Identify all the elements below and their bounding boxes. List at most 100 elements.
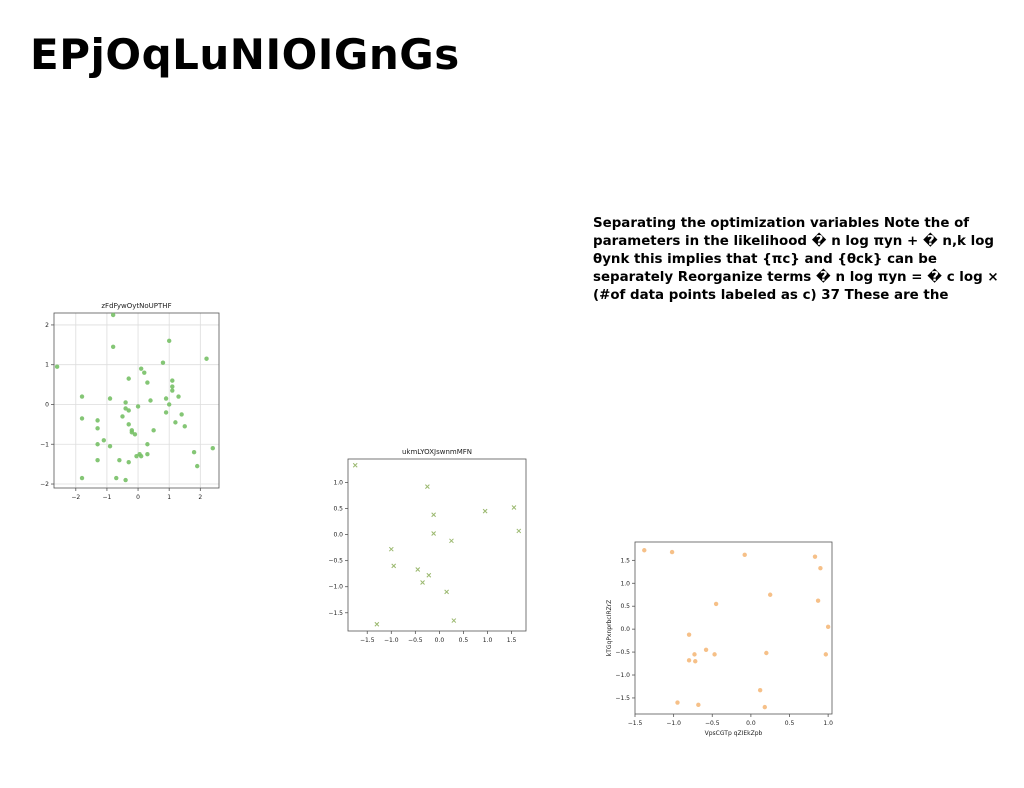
data-point [425, 484, 430, 489]
data-point-stroke [374, 621, 380, 627]
y-tick-label: −0.5 [615, 649, 630, 656]
scatter-chart-x-markers: −1.5 −1.0 −0.5 0.0 0.5 1.0 1.5 −1.5 −1.0 −0.5 0.0 0… [328, 448, 527, 644]
x-tick-label: −2 [71, 494, 80, 501]
y-tick-label: −1.5 [615, 695, 630, 702]
data-point-stroke [516, 528, 522, 534]
y-tick-label: 2 [45, 322, 49, 329]
data-point [54, 364, 60, 369]
data-point [388, 546, 394, 552]
x-tick-label: −1.0 [384, 637, 399, 644]
data-point [818, 565, 823, 571]
x-tick-label: −1 [102, 494, 111, 501]
data-point [79, 394, 85, 399]
scatter-chart-orange: −1.5 −1.0 −0.5 0.0 0.5 1.0 −1.5 −1.0 −0.5 0.0 0.5 1… [606, 541, 833, 737]
x-tick-label: 0.5 [459, 637, 469, 644]
y-tick-label: 1.5 [620, 557, 630, 564]
data-point [145, 442, 150, 447]
data-point [757, 687, 763, 693]
data-point [126, 376, 131, 381]
y-tick-label: 0.0 [620, 626, 630, 633]
data-point [426, 572, 432, 578]
data-point [762, 704, 767, 710]
data-point [210, 446, 215, 451]
data-point [120, 414, 125, 419]
data-point [815, 598, 821, 603]
data-point [812, 554, 818, 559]
y-tick-label: −1.5 [328, 610, 343, 617]
data-point [692, 652, 697, 657]
data-point-stroke [451, 618, 457, 623]
x-tick-label: −0.5 [705, 720, 720, 727]
data-point [516, 528, 522, 534]
data-point [449, 538, 454, 544]
data-point [163, 396, 169, 401]
data-point [101, 438, 107, 443]
data-point [374, 621, 380, 627]
data-point [825, 624, 831, 630]
data-point [482, 508, 488, 514]
data-point [123, 400, 128, 405]
scatter-chart-green: −2 −1 0 1 2 −2 −1 0 1 2 zFdFywOytNoUPTHF [40, 302, 220, 501]
data-point [95, 457, 100, 463]
y-tick-label: 1.0 [333, 479, 343, 486]
data-point [823, 652, 829, 657]
data-point [176, 394, 181, 399]
data-point [138, 453, 144, 459]
chart-title: zFdFywOytNoUPTHF [101, 302, 171, 310]
data-point [713, 601, 719, 607]
data-point [391, 563, 397, 569]
data-point [166, 402, 172, 407]
x-tick-label: 0.0 [746, 720, 756, 727]
data-point [126, 459, 131, 465]
data-point-stroke [449, 538, 454, 544]
data-point [415, 567, 421, 572]
x-tick-label: 1 [167, 494, 171, 501]
data-point-stroke [415, 567, 421, 572]
data-point [431, 512, 436, 518]
x-tick-label: −1.0 [666, 720, 681, 727]
data-point [170, 378, 175, 383]
data-point [703, 647, 709, 652]
data-point [126, 422, 131, 427]
data-point [712, 652, 717, 657]
x-tick-label: −0.5 [408, 637, 423, 644]
data-point [79, 475, 85, 481]
data-point [182, 424, 187, 429]
y-tick-label: 0.5 [333, 506, 343, 513]
x-axis-label: VpsCGTp qZIEkZpb [705, 730, 763, 737]
chart-title: ukmLYOXJswnmMFN [402, 448, 472, 456]
data-point-stroke [431, 531, 436, 536]
data-point [173, 420, 178, 425]
data-point [107, 444, 113, 449]
data-point [444, 589, 449, 595]
data-point [166, 338, 172, 344]
y-tick-label: 0.0 [333, 532, 343, 539]
data-point-stroke [352, 462, 358, 468]
data-point [669, 549, 675, 555]
data-point [129, 430, 135, 435]
x-tick-label: 1.0 [483, 637, 493, 644]
data-point-stroke [388, 546, 394, 552]
data-point [114, 475, 119, 481]
plot-frame [53, 312, 220, 489]
data-point [135, 404, 141, 409]
y-tick-label: 1.0 [620, 580, 630, 587]
data-point-stroke [391, 563, 397, 569]
data-point [163, 410, 169, 415]
data-point-stroke [511, 505, 517, 510]
data-point [170, 388, 175, 393]
data-point [686, 658, 692, 663]
body-paragraph: Separating the optimization variables No… [593, 216, 999, 303]
data-point-stroke [426, 572, 432, 578]
x-tick-label: 1.0 [823, 720, 833, 727]
data-point [126, 408, 131, 413]
data-point [693, 659, 698, 664]
y-tick-label: 0.5 [620, 603, 630, 610]
data-point [170, 384, 175, 389]
data-point [675, 700, 680, 705]
data-point-stroke [444, 589, 449, 595]
data-point [123, 477, 128, 483]
y-axis-label: kTGqPxnprbcIRZrZ [606, 600, 613, 657]
data-point [191, 450, 197, 455]
data-point [151, 428, 156, 433]
